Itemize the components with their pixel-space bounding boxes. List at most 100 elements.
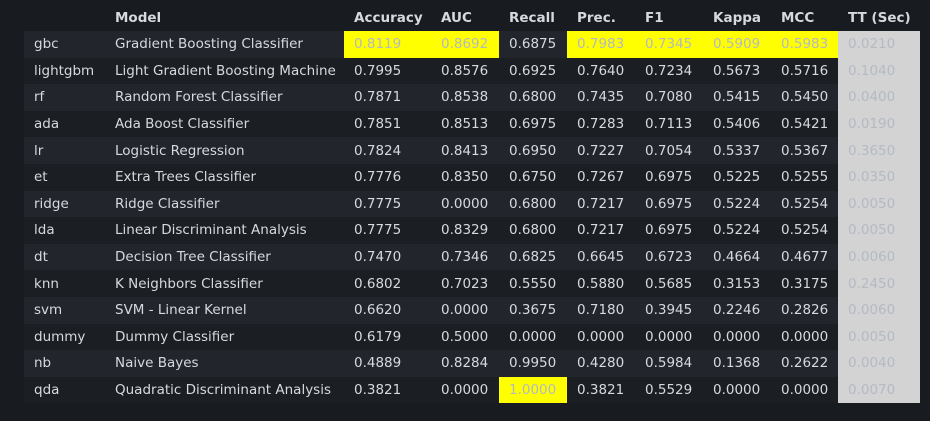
cell-precision: 0.7983: [567, 31, 635, 58]
header-index: [24, 4, 105, 31]
table-row: et Extra Trees Classifier 0.7776 0.8350 0.67…: [24, 163, 920, 191]
header-kappa: Kappa: [703, 4, 771, 31]
row-model-name: Ridge Classifier: [105, 190, 344, 218]
row-index-id: rf: [24, 84, 105, 111]
row-index-id: ridge: [24, 190, 105, 218]
row-index-id: nb: [24, 350, 105, 377]
cell-f1: 0.3945: [635, 296, 703, 324]
cell-auc: 0.5000: [431, 323, 499, 351]
table-row: lightgbm Light Gradient Boosting Machine 0…: [24, 57, 920, 85]
header-precision: Prec.: [567, 4, 635, 31]
row-index-id: lr: [24, 137, 105, 164]
cell-mcc: 0.5367: [771, 137, 838, 164]
row-model-name: SVM - Linear Kernel: [105, 296, 344, 324]
cell-tt-sec: 0.0190: [838, 110, 920, 138]
cell-kappa: 0.1368: [703, 350, 771, 377]
cell-mcc: 0.2622: [771, 350, 838, 377]
cell-f1: 0.7345: [635, 31, 703, 58]
cell-f1: 0.5984: [635, 350, 703, 377]
row-model-name: K Neighbors Classifier: [105, 270, 344, 297]
cell-mcc: 0.0000: [771, 376, 838, 404]
cell-f1: 0.7080: [635, 84, 703, 111]
cell-kappa: 0.5224: [703, 217, 771, 244]
cell-f1: 0.0000: [635, 323, 703, 351]
cell-tt-sec: 0.0350: [838, 163, 920, 191]
cell-f1: 0.5685: [635, 270, 703, 297]
cell-auc: 0.8538: [431, 84, 499, 111]
table-row: rf Random Forest Classifier 0.7871 0.8538 0.…: [24, 84, 920, 111]
cell-mcc: 0.4677: [771, 243, 838, 271]
row-model-name: Ada Boost Classifier: [105, 110, 344, 138]
cell-recall: 0.9950: [499, 350, 567, 377]
cell-auc: 0.8576: [431, 57, 499, 85]
cell-recall: 0.3675: [499, 296, 567, 324]
row-index-id: lda: [24, 217, 105, 244]
cell-precision: 0.7227: [567, 137, 635, 164]
table-row: gbc Gradient Boosting Classifier 0.8119 0.8…: [24, 31, 920, 58]
cell-f1: 0.6975: [635, 190, 703, 218]
cell-accuracy: 0.7824: [344, 137, 431, 164]
cell-auc: 0.8513: [431, 110, 499, 138]
cell-f1: 0.7054: [635, 137, 703, 164]
cell-accuracy: 0.6802: [344, 270, 431, 297]
row-index-id: dt: [24, 243, 105, 271]
row-index-id: svm: [24, 296, 105, 324]
table-row: dt Decision Tree Classifier 0.7470 0.7346 0.…: [24, 243, 920, 271]
cell-auc: 0.7346: [431, 243, 499, 271]
cell-recall: 0.6800: [499, 84, 567, 111]
row-model-name: Logistic Regression: [105, 137, 344, 164]
cell-mcc: 0.5255: [771, 163, 838, 191]
cell-kappa: 0.5909: [703, 31, 771, 58]
cell-auc: 0.8329: [431, 217, 499, 244]
row-model-name: Naive Bayes: [105, 350, 344, 377]
cell-recall: 0.6875: [499, 31, 567, 58]
cell-recall: 0.6800: [499, 217, 567, 244]
cell-auc: 0.8692: [431, 31, 499, 58]
cell-tt-sec: 0.0050: [838, 217, 920, 244]
cell-mcc: 0.5254: [771, 190, 838, 218]
row-index-id: knn: [24, 270, 105, 297]
row-model-name: Quadratic Discriminant Analysis: [105, 376, 344, 404]
cell-mcc: 0.3175: [771, 270, 838, 297]
row-model-name: Linear Discriminant Analysis: [105, 217, 344, 244]
header-f1: F1: [635, 4, 703, 31]
row-model-name: Dummy Classifier: [105, 323, 344, 351]
cell-tt-sec: 0.2450: [838, 270, 920, 297]
cell-f1: 0.7113: [635, 110, 703, 138]
cell-mcc: 0.5254: [771, 217, 838, 244]
cell-accuracy: 0.7851: [344, 110, 431, 138]
cell-precision: 0.7283: [567, 110, 635, 138]
cell-auc: 0.0000: [431, 190, 499, 218]
cell-tt-sec: 0.0400: [838, 84, 920, 111]
cell-mcc: 0.5716: [771, 57, 838, 85]
cell-tt-sec: 0.0040: [838, 350, 920, 377]
cell-precision: 0.3821: [567, 376, 635, 404]
cell-tt-sec: 0.0070: [838, 376, 920, 404]
table-body: gbc Gradient Boosting Classifier 0.8119 0.8…: [24, 31, 920, 404]
cell-precision: 0.4280: [567, 350, 635, 377]
row-model-name: Gradient Boosting Classifier: [105, 31, 344, 58]
cell-accuracy: 0.7775: [344, 190, 431, 218]
cell-precision: 0.7217: [567, 217, 635, 244]
table-row: ridge Ridge Classifier 0.7775 0.0000 0.6800 0…: [24, 190, 920, 218]
row-index-id: qda: [24, 376, 105, 404]
cell-tt-sec: 0.3650: [838, 137, 920, 164]
row-index-id: lightgbm: [24, 57, 105, 85]
cell-accuracy: 0.4889: [344, 350, 431, 377]
cell-f1: 0.5529: [635, 376, 703, 404]
header-tt-sec: TT (Sec): [838, 4, 920, 31]
cell-tt-sec: 0.1040: [838, 57, 920, 85]
cell-kappa: 0.5225: [703, 163, 771, 191]
cell-tt-sec: 0.0060: [838, 243, 920, 271]
table-row: knn K Neighbors Classifier 0.6802 0.7023 0.5…: [24, 270, 920, 297]
cell-accuracy: 0.7995: [344, 57, 431, 85]
cell-recall: 0.6800: [499, 190, 567, 218]
cell-kappa: 0.5415: [703, 84, 771, 111]
model-comparison-table-container: Model Accuracy AUC Recall Prec. F1 Kappa…: [24, 4, 920, 404]
cell-kappa: 0.0000: [703, 323, 771, 351]
cell-accuracy: 0.7775: [344, 217, 431, 244]
cell-precision: 0.7267: [567, 163, 635, 191]
cell-accuracy: 0.7776: [344, 163, 431, 191]
header-accuracy: Accuracy: [344, 4, 431, 31]
cell-precision: 0.7217: [567, 190, 635, 218]
